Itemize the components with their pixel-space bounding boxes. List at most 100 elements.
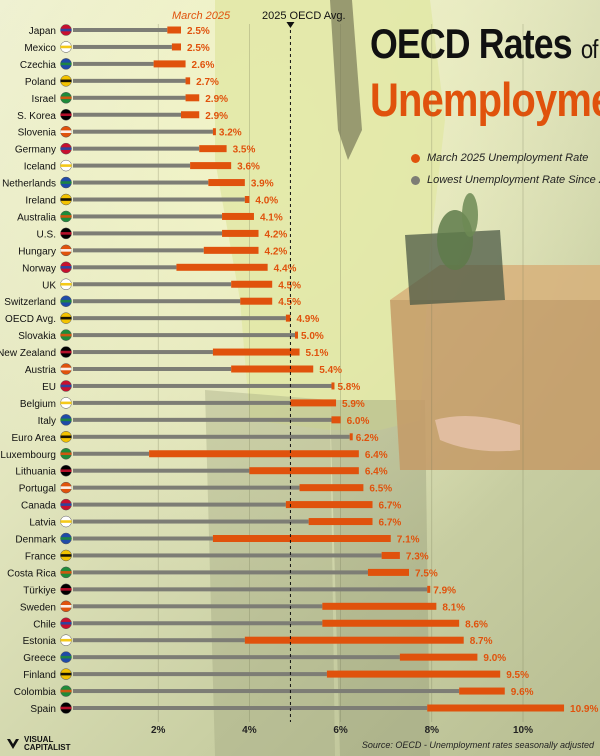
- lowest-rate-bar: [73, 621, 323, 626]
- country-label: Estonia: [23, 636, 57, 647]
- current-rate-bar: [231, 280, 273, 288]
- country-label: Italy: [38, 416, 56, 427]
- value-label: 9.0%: [483, 653, 506, 664]
- value-label: 9.6%: [511, 687, 534, 698]
- flag-stripe: [60, 452, 72, 456]
- lowest-rate-bar: [73, 519, 309, 524]
- current-rate-bar: [322, 602, 437, 610]
- current-rate-bar: [326, 670, 501, 678]
- value-label: 7.5%: [415, 568, 438, 579]
- lowest-rate-bar: [73, 78, 186, 83]
- lowest-rate-bar: [73, 214, 223, 219]
- country-label: Portugal: [19, 484, 56, 495]
- value-label: 6.7%: [379, 501, 402, 512]
- lowest-rate-bar: [73, 570, 368, 575]
- logo-line-2: CAPITALIST: [24, 743, 71, 752]
- flag-stripe: [60, 503, 72, 506]
- value-label: 7.1%: [397, 535, 420, 546]
- lowest-rate-bar: [73, 248, 204, 253]
- title-line-2: Unemployment: [370, 73, 600, 126]
- country-label: Ireland: [25, 196, 56, 207]
- flag-stripe: [60, 181, 72, 184]
- current-rate-bar: [212, 348, 300, 356]
- value-label: 6.5%: [369, 484, 392, 495]
- current-rate-bar: [244, 636, 464, 644]
- value-label: 5.0%: [301, 331, 324, 342]
- country-label: Hungary: [18, 246, 56, 257]
- value-label: 2.7%: [196, 77, 219, 88]
- current-rate-bar: [190, 162, 232, 170]
- flag-stripe: [60, 588, 72, 591]
- flag-stripe: [60, 537, 72, 540]
- country-label: EU: [42, 382, 56, 393]
- country-label: Euro Area: [12, 433, 57, 444]
- current-rate-bar: [299, 484, 364, 492]
- current-rate-bar: [222, 212, 254, 220]
- lowest-rate-bar: [73, 502, 286, 507]
- source-note: Source: OECD - Unemployment rates season…: [361, 740, 594, 750]
- current-rate-bar: [167, 26, 181, 34]
- current-rate-bar: [367, 568, 409, 576]
- value-label: 2.5%: [187, 26, 210, 37]
- lowest-rate-bar: [73, 417, 332, 422]
- x-tick-label: 8%: [425, 725, 440, 736]
- current-rate-bar: [176, 263, 268, 271]
- legend-label-lowest: Lowest Unemployment Rate Since 2001: [427, 174, 600, 186]
- value-label: 9.5%: [506, 670, 529, 681]
- lowest-rate-bar: [73, 434, 350, 439]
- flag-stripe: [60, 164, 72, 167]
- current-rate-bar: [399, 653, 478, 661]
- lowest-rate-bar: [73, 163, 191, 168]
- country-label: Canada: [21, 501, 56, 512]
- value-label: 2.9%: [205, 111, 228, 122]
- flag-stripe: [60, 147, 72, 150]
- country-label: OECD Avg.: [5, 314, 56, 325]
- current-rate-bar: [149, 450, 359, 458]
- flag-stripe: [60, 689, 72, 693]
- value-label: 4.4%: [274, 263, 297, 274]
- country-label: Luxembourg: [0, 450, 56, 461]
- value-label: 6.7%: [379, 518, 402, 529]
- lowest-rate-bar: [73, 95, 186, 100]
- lowest-rate-bar: [73, 672, 327, 677]
- value-label: 6.2%: [356, 433, 379, 444]
- current-rate-bar: [249, 467, 359, 475]
- flag-stripe: [60, 198, 72, 201]
- country-label: Australia: [17, 212, 56, 223]
- current-rate-bar: [459, 687, 505, 695]
- current-rate-bar: [181, 111, 200, 119]
- x-tick-label: 2%: [151, 725, 166, 736]
- flag-stripe: [60, 706, 72, 710]
- visual-capitalist-logo: VISUAL CAPITALIST: [6, 736, 71, 752]
- value-label: 8.1%: [442, 602, 465, 613]
- value-label: 8.6%: [465, 619, 488, 630]
- flag-stripe: [60, 401, 72, 405]
- country-label: Iceland: [24, 162, 56, 173]
- flag-stripe: [60, 571, 72, 574]
- flag-stripe: [60, 672, 72, 676]
- value-label: 5.1%: [306, 348, 329, 359]
- x-tick-label: 10%: [513, 725, 533, 736]
- value-label: 6.4%: [365, 467, 388, 478]
- current-rate-bar: [212, 535, 391, 542]
- flag-stripe: [60, 79, 72, 83]
- value-label: 6.4%: [365, 450, 388, 461]
- current-rate-bar: [349, 433, 353, 441]
- current-rate-bar: [308, 518, 373, 526]
- country-label: Finland: [23, 670, 56, 681]
- country-label: Denmark: [15, 535, 57, 546]
- current-rate-bar: [199, 145, 227, 153]
- title-main: OECD Rates: [370, 20, 573, 67]
- flag-stripe: [60, 367, 72, 371]
- lowest-rate-bar: [73, 146, 200, 151]
- current-rate-bar: [222, 229, 259, 237]
- flag-stripe: [60, 621, 72, 625]
- value-label: 8.7%: [470, 636, 493, 647]
- flag-stripe: [60, 655, 72, 659]
- current-rate-bar: [208, 179, 245, 187]
- value-label: 4.9%: [296, 314, 319, 325]
- country-label: Costa Rica: [7, 568, 56, 579]
- lowest-rate-bar: [73, 400, 291, 405]
